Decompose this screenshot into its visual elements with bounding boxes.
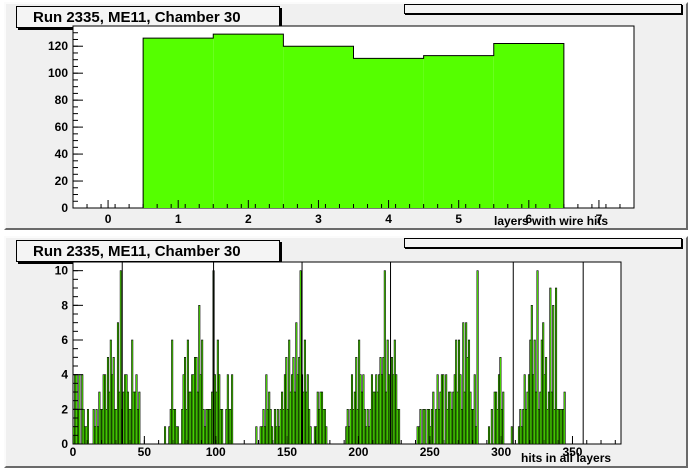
plot-layers-with-wire-hits: 0 1 2 3 4 5 6 7 0 20 40 60 80 100 120 layers with wire … [48, 25, 635, 228]
y-tick-label: 60 [55, 120, 69, 134]
histogram-bar [432, 391, 435, 445]
x-tick-label: 50 [138, 445, 152, 459]
histogram-bar [309, 426, 312, 445]
x-tick-label: 0 [105, 212, 112, 226]
histogram-bar [423, 409, 426, 445]
plot-hits-in-all-layers: 0 50 100 150 200 250 300 350 0 2 4 6 8 10 hits in all … [55, 261, 622, 465]
x-tick-label: 2 [245, 212, 252, 226]
histogram-bar [176, 426, 179, 445]
histogram-bar [502, 391, 505, 445]
histogram-bar [462, 322, 465, 445]
histogram-bar [231, 374, 234, 445]
histogram-bar [138, 391, 141, 445]
histogram-bar [545, 357, 548, 445]
histogram-bar [499, 357, 502, 445]
histogram-bar [201, 339, 204, 445]
histogram-bar [221, 409, 224, 445]
stats-box-upper [404, 4, 682, 14]
y-tick-label: 0 [61, 437, 68, 451]
y-tick-label: 10 [55, 264, 69, 278]
histogram-bar [490, 409, 493, 445]
histogram-bar [536, 270, 539, 445]
histogram-bar [552, 305, 555, 445]
histogram-bar [116, 322, 119, 445]
histogram-bar [442, 374, 445, 445]
y-tick-label: 40 [55, 147, 69, 161]
histogram-bar [473, 374, 476, 445]
histogram-bar [419, 409, 422, 445]
x-tick-label: 350 [562, 445, 582, 459]
y-tick-label: 100 [48, 66, 68, 80]
histogram-bar [143, 38, 214, 209]
histogram-bar [299, 270, 302, 445]
histogram-bar [285, 357, 288, 445]
x-tick-label: 0 [70, 445, 77, 459]
histogram-bar [86, 409, 89, 445]
x-tick-label: 150 [277, 445, 297, 459]
y-tick-label: 8 [61, 298, 68, 312]
histogram-bar [119, 270, 122, 445]
stats-box-lower [404, 238, 682, 248]
histogram-outline [142, 33, 565, 208]
histogram-bar [476, 270, 479, 445]
x-tick-label: 4 [385, 212, 392, 226]
x-axis-title: hits in all layers [521, 451, 611, 465]
y-tick-label: 0 [61, 201, 68, 215]
x-tick-label: 1 [175, 212, 182, 226]
x-tick-label: 200 [348, 445, 368, 459]
histogram-bar [213, 34, 284, 208]
histogram-bar [112, 357, 115, 445]
x-tick-label: 7 [596, 212, 603, 226]
histogram-bar [549, 287, 552, 445]
chart-title-upper: Run 2335, ME11, Chamber 30 [16, 6, 280, 28]
histogram-bar [283, 46, 354, 208]
histogram-bar [353, 58, 424, 208]
histogram-bar [493, 43, 564, 208]
y-tick-label: 20 [55, 174, 69, 188]
histogram-bar [423, 55, 494, 209]
histogram-bar [271, 426, 274, 445]
y-tick-label: 6 [61, 333, 68, 347]
x-tick-label: 250 [420, 445, 440, 459]
histogram-bar [563, 391, 566, 445]
y-tick-label: 2 [61, 402, 68, 416]
histogram-bar [184, 357, 187, 445]
x-tick-label: 3 [315, 212, 322, 226]
x-tick-label: 5 [455, 212, 462, 226]
histogram-bar [555, 287, 558, 445]
histogram-bar [355, 357, 358, 445]
x-tick-label: 300 [491, 445, 511, 459]
histogram-bar [487, 426, 491, 445]
histogram-bar [255, 426, 258, 445]
x-axis-title: layers with wire hits [494, 214, 608, 228]
y-tick-label: 80 [55, 93, 69, 107]
y-tick-label: 4 [61, 368, 68, 382]
histogram-bar [325, 426, 328, 445]
histogram-bar [164, 426, 167, 445]
x-tick-label: 100 [206, 445, 226, 459]
histogram-bar [510, 426, 513, 445]
histogram-bar [171, 339, 174, 445]
histogram-bar [383, 270, 386, 445]
y-tick-label: 120 [48, 39, 68, 53]
histogram-bar [398, 409, 401, 445]
x-tick-label: 6 [525, 212, 532, 226]
